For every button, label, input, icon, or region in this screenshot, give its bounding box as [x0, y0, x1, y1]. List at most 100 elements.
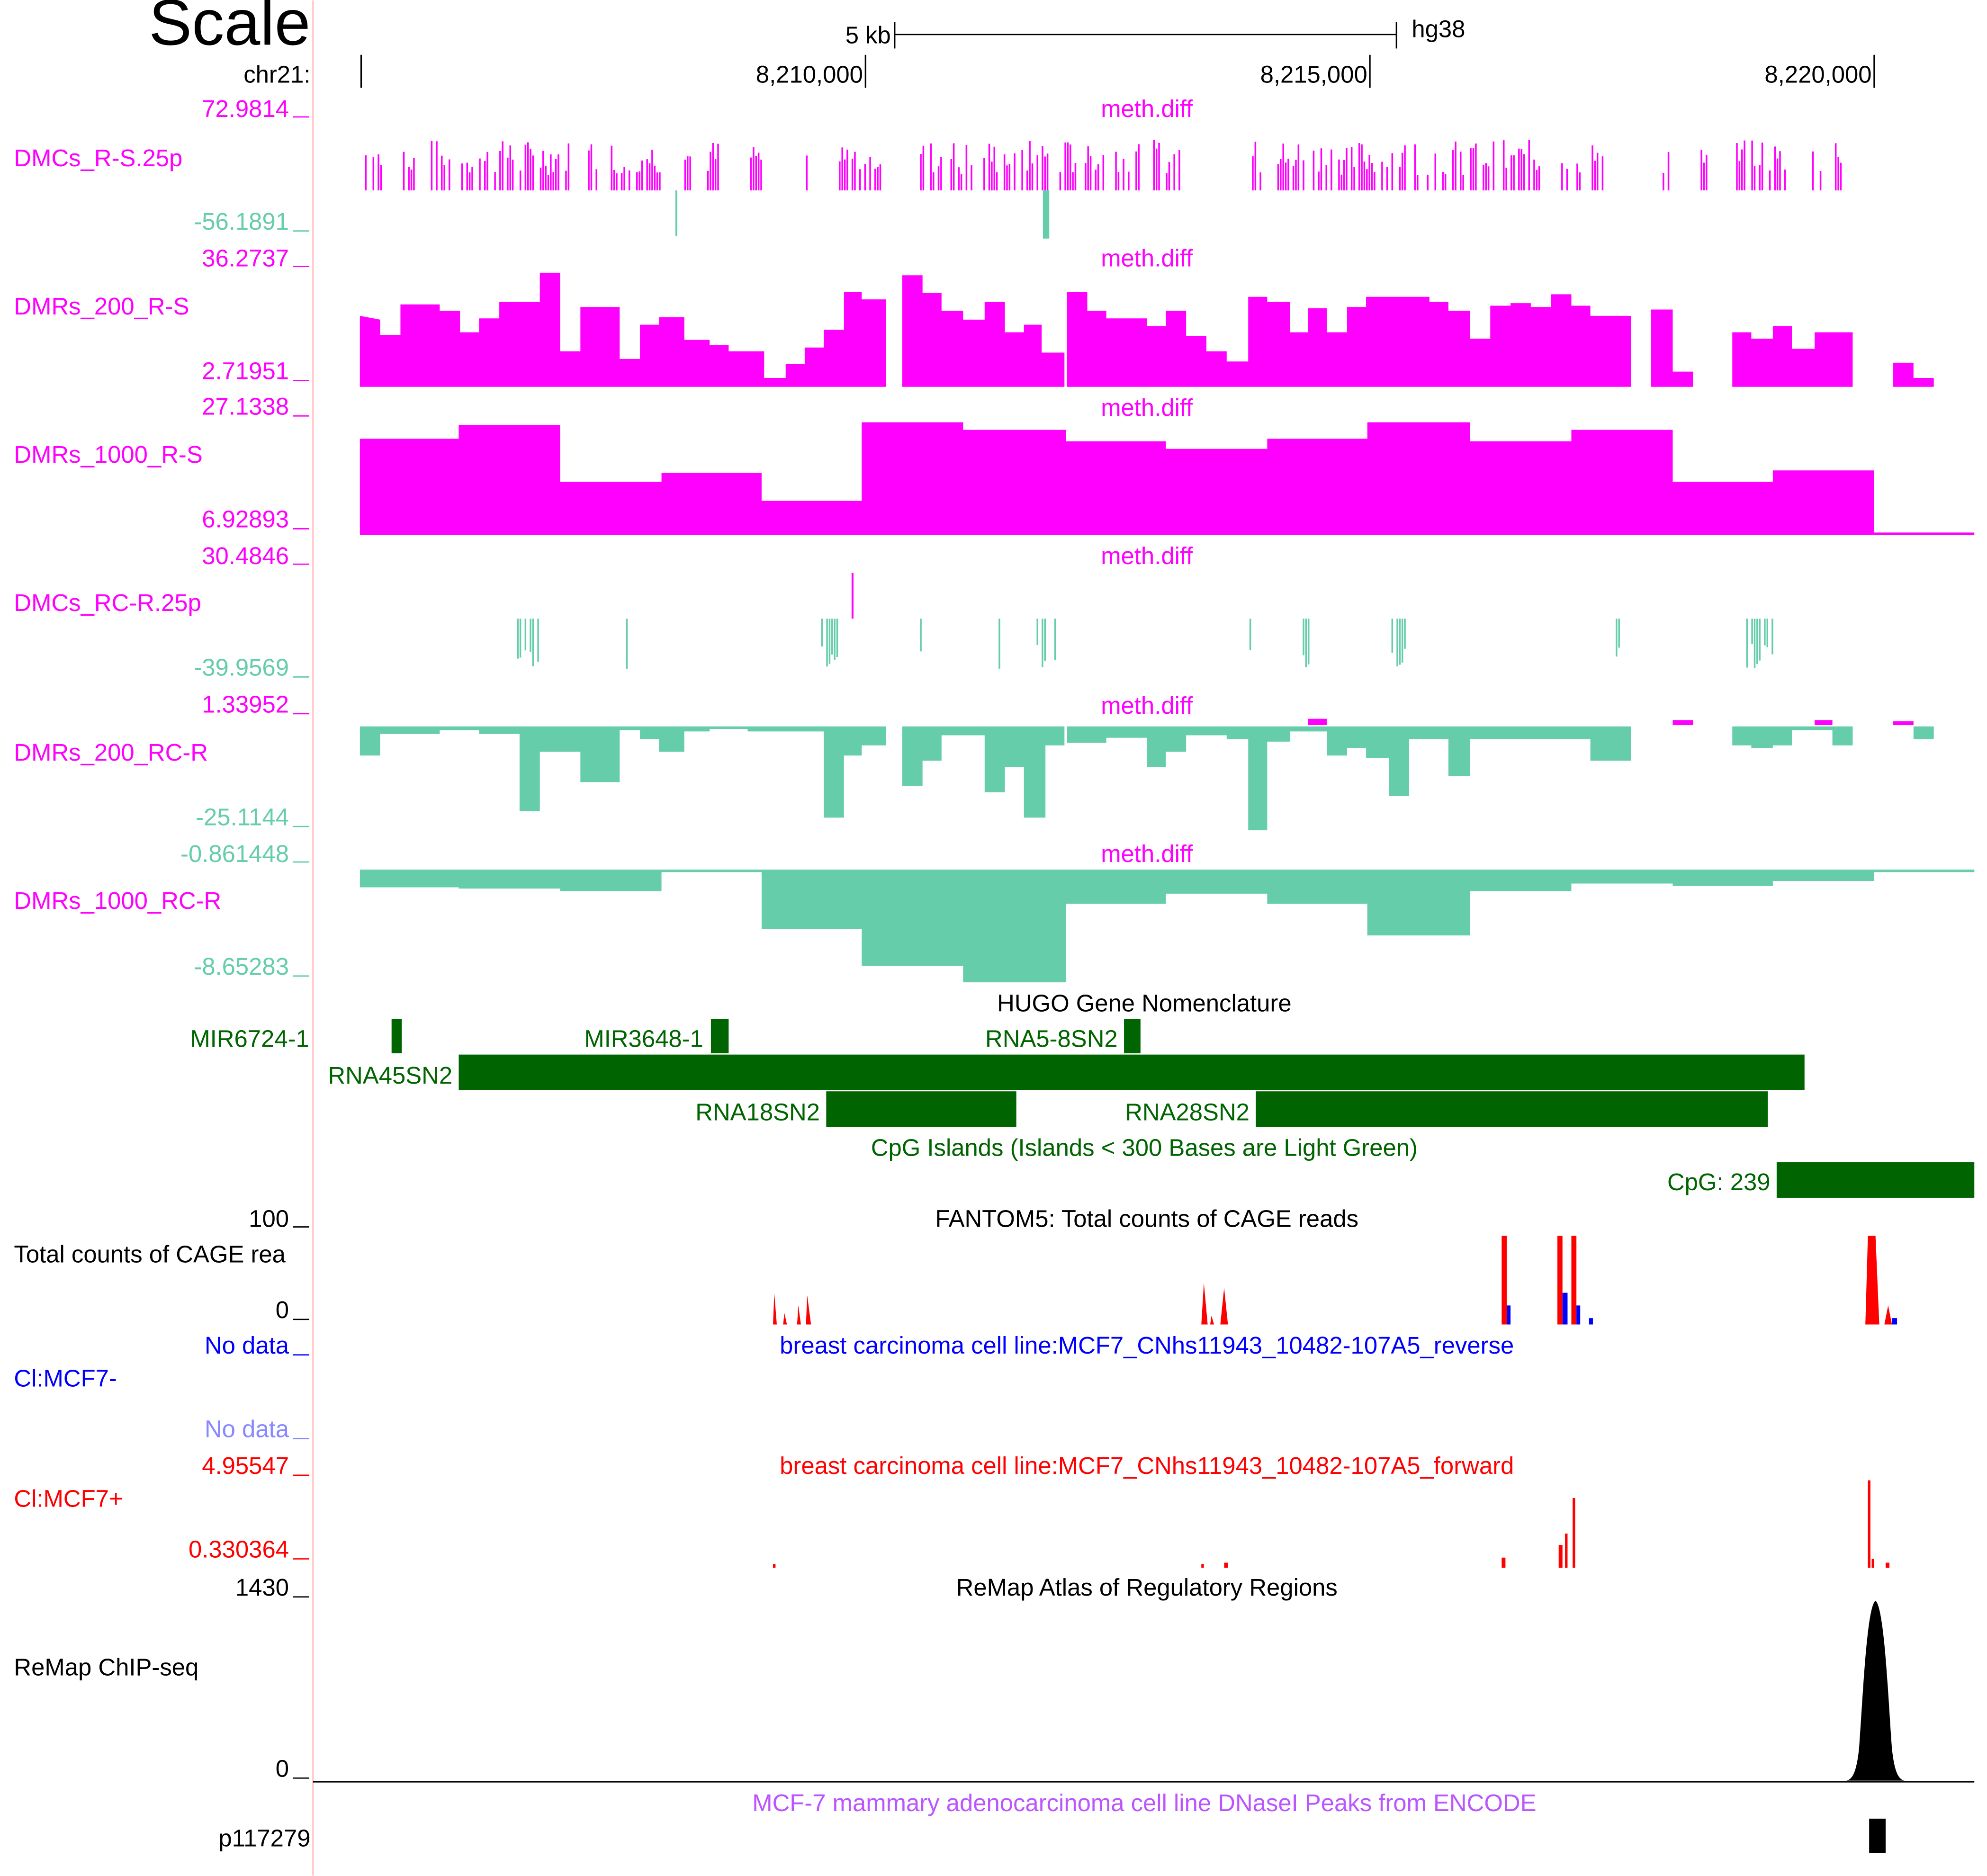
- track-name[interactable]: DMRs_1000_RC-R: [14, 887, 221, 914]
- dmc-bar: [1837, 157, 1839, 191]
- gene-rna18sn2[interactable]: [826, 1091, 1016, 1127]
- dmc-bar: [378, 154, 379, 191]
- cpg-island-239[interactable]: [1776, 1162, 1975, 1198]
- track-name[interactable]: DMCs_R-S.25p: [14, 144, 182, 171]
- dmc-bar: [1064, 142, 1066, 191]
- track-hugo-genes[interactable]: HUGO Gene Nomenclature MIR6724-1 MIR3648…: [190, 990, 1805, 1127]
- track-name[interactable]: ReMap ChIP-seq: [14, 1654, 198, 1681]
- cage-peaks: [773, 1236, 1897, 1325]
- track-dnase[interactable]: MCF-7 mammary adenocarcinoma cell line D…: [218, 1789, 1886, 1853]
- dmc-bar: [920, 619, 922, 652]
- track-fantom5-cage[interactable]: FANTOM5: Total counts of CAGE reads 100 …: [14, 1205, 1897, 1325]
- dmc-bar: [1303, 160, 1304, 191]
- mcf7-plus-title: breast carcinoma cell line:MCF7_CNhs1194…: [780, 1452, 1514, 1479]
- ruler[interactable]: Scale 5 kb hg38 chr21: 8,210,000 8,215,0…: [149, 0, 1875, 88]
- dmc-bar: [1008, 163, 1011, 191]
- track-name[interactable]: Cl:MCF7-: [14, 1365, 117, 1392]
- dmc-bar: [953, 143, 955, 191]
- dmr200-rcr-area: [902, 726, 1065, 818]
- dmc-bar: [1254, 142, 1257, 191]
- dmc-bar: [1579, 172, 1581, 191]
- dmc-bar: [441, 155, 443, 191]
- track-dmcs-r-s[interactable]: 72.9814 DMCs_R-S.25p meth.diff -56.1891: [14, 95, 1842, 239]
- gene-label: MIR3648-1: [584, 1025, 703, 1052]
- dmc-bar: [537, 619, 539, 662]
- track-name[interactable]: DMCs_RC-R.25p: [14, 589, 201, 616]
- dnase-peak[interactable]: [1869, 1818, 1886, 1853]
- dmc-bar: [1072, 172, 1074, 191]
- dmc-bar: [524, 144, 527, 191]
- dmc-bar: [1303, 619, 1304, 655]
- dmc-bar: [1087, 146, 1089, 191]
- track-min: -56.1891: [194, 208, 289, 235]
- dmc-bar: [1533, 159, 1535, 191]
- cpg-title: CpG Islands (Islands < 300 Bases are Lig…: [871, 1134, 1418, 1161]
- dmc-bar: [821, 619, 823, 647]
- track-dmrs-1000-rc-r[interactable]: -0.861448 DMRs_1000_RC-R meth.diff -8.65…: [14, 840, 1975, 983]
- track-max: 30.4846: [202, 542, 289, 569]
- dmc-bar: [1434, 153, 1437, 191]
- dmc-bar: [486, 152, 488, 191]
- dmc-bar: [1510, 155, 1512, 191]
- dmc-bar: [710, 152, 711, 191]
- track-name[interactable]: Cl:MCF7+: [14, 1485, 123, 1512]
- dmc-bar: [1320, 148, 1322, 191]
- track-dmrs-200-r-s[interactable]: 36.2737 DMRs_200_R-S meth.diff 2.71951: [14, 245, 1934, 387]
- dmc-bar: [1401, 619, 1403, 663]
- dmc-bar: [443, 165, 445, 191]
- gene-mir6724-1[interactable]: [391, 1019, 402, 1053]
- dmc-bar: [1374, 172, 1376, 191]
- dmc-bar: [836, 619, 838, 657]
- track-min: -39.9569: [194, 654, 289, 681]
- track-name[interactable]: DMRs_1000_R-S: [14, 441, 202, 468]
- dmc-bar: [567, 143, 570, 191]
- track-mcf7-forward[interactable]: breast carcinoma cell line:MCF7_CNhs1194…: [14, 1452, 1889, 1568]
- dmc-bar: [403, 152, 405, 191]
- dmc-bar: [1158, 143, 1160, 191]
- dmc-bar: [408, 167, 410, 191]
- gene-label: RNA18SN2: [695, 1099, 820, 1126]
- dmc-bar: [616, 173, 618, 191]
- dmc-bar: [920, 154, 922, 191]
- dmc-bar: [512, 160, 514, 191]
- dmc-bar: [1771, 619, 1773, 655]
- track-dmrs-1000-r-s[interactable]: 27.1338 DMRs_1000_R-S meth.diff 6.92893: [14, 393, 1975, 535]
- dmc-bar: [1753, 166, 1756, 191]
- track-remap[interactable]: ReMap Atlas of Regulatory Regions 1430 R…: [14, 1574, 1975, 1783]
- track-dmcs-rc-r[interactable]: 30.4846 DMCs_RC-R.25p meth.diff -39.9569: [14, 542, 1773, 681]
- dmc-bar: [1776, 158, 1779, 191]
- gene-rna28sn2[interactable]: [1256, 1091, 1768, 1127]
- dmc-bar: [656, 172, 658, 191]
- ruler-position-1: 8,210,000: [756, 61, 863, 88]
- track-mcf7-reverse[interactable]: breast carcinoma cell line:MCF7_CNhs1194…: [14, 1332, 1514, 1443]
- dmc-bar: [530, 619, 531, 652]
- dmr200-rcr-area: [360, 726, 886, 818]
- dmr200-rs-area: [1067, 292, 1631, 387]
- dmc-bar: [1834, 143, 1837, 191]
- dmc-bar: [1485, 163, 1487, 191]
- gene-label: RNA45SN2: [328, 1062, 452, 1089]
- dmc-bar: [1663, 172, 1664, 191]
- gene-rna45sn2[interactable]: [459, 1054, 1805, 1090]
- dmc-bar: [831, 619, 833, 655]
- track-name[interactable]: p117279: [218, 1825, 310, 1852]
- dmc-bar: [1031, 163, 1034, 191]
- gene-mir3648-1[interactable]: [710, 1019, 729, 1053]
- track-name[interactable]: DMRs_200_R-S: [14, 293, 189, 320]
- track-name[interactable]: Total counts of CAGE rea: [14, 1240, 286, 1267]
- track-cpg-islands[interactable]: CpG Islands (Islands < 300 Bases are Lig…: [871, 1134, 1975, 1198]
- dmc-bar: [1475, 143, 1477, 191]
- track-name[interactable]: DMRs_200_RC-R: [14, 739, 208, 766]
- dmc-bar: [1427, 174, 1429, 191]
- dmc-bar: [839, 161, 841, 191]
- dmc-bar: [1764, 619, 1766, 646]
- dmc-bar: [753, 147, 755, 191]
- dmc-bar: [1054, 619, 1056, 661]
- dmc-bar: [507, 157, 509, 191]
- track-dmrs-200-rc-r[interactable]: 1.33952 DMRs_200_RC-R meth.diff -25.1144: [14, 691, 1934, 830]
- dmc-bar: [1483, 164, 1484, 191]
- gene-rna5-8sn2[interactable]: [1124, 1019, 1141, 1053]
- dmc-bar: [1353, 167, 1355, 191]
